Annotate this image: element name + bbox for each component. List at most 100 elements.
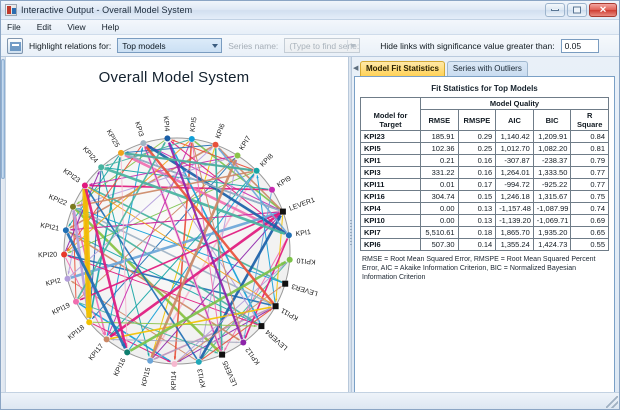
network-edge[interactable] <box>84 188 128 349</box>
network-edge[interactable] <box>77 141 166 299</box>
network-edge[interactable] <box>111 339 240 343</box>
network-node-kpi6[interactable] <box>212 141 219 148</box>
network-node-kpi7[interactable] <box>234 152 241 159</box>
network-edge[interactable] <box>75 208 259 325</box>
network-edge[interactable] <box>77 170 254 207</box>
tab-series-with-outliers[interactable]: Series with Outliers <box>446 61 528 76</box>
network-edge[interactable] <box>92 323 171 363</box>
network-node-kpi16[interactable] <box>124 349 131 356</box>
resize-grip-icon[interactable] <box>606 396 618 408</box>
network-node-kpi1[interactable] <box>285 232 292 239</box>
network-edge[interactable] <box>150 159 237 359</box>
network-node-kpi10[interactable] <box>286 256 293 263</box>
network-edge[interactable] <box>107 142 191 336</box>
significance-value-input[interactable]: 0.05 <box>560 38 599 53</box>
network-node-kpi19[interactable] <box>73 298 79 305</box>
network-node-kpi25[interactable] <box>118 149 124 156</box>
table-row[interactable]: KPI4 0.00 0.13 -1,157.48 -1,087.99 0.74 <box>360 202 609 215</box>
network-edge[interactable] <box>109 212 281 338</box>
pane-splitter[interactable] <box>348 57 352 409</box>
network-edge[interactable] <box>89 170 102 318</box>
network-edge[interactable] <box>82 188 92 318</box>
close-button[interactable]: ✕ <box>589 3 617 17</box>
network-node-kpi8[interactable] <box>253 167 260 174</box>
table-row[interactable]: KPI1 0.21 0.16 -307.87 -238.37 0.79 <box>360 154 609 167</box>
network-edge[interactable] <box>152 214 281 359</box>
network-edge[interactable] <box>145 145 275 305</box>
network-edge[interactable] <box>74 208 220 353</box>
network-node-kpi11[interactable] <box>272 303 279 310</box>
menu-item-edit[interactable]: Edit <box>36 22 52 32</box>
network-edge[interactable] <box>153 307 272 360</box>
network-node-kpi22[interactable] <box>70 203 76 210</box>
chart-vertical-scrollbar[interactable] <box>1 57 6 409</box>
tab-model-fit-statistics[interactable]: Model Fit Statistics <box>360 61 445 76</box>
network-edge[interactable] <box>167 142 244 340</box>
network-node-lever1[interactable] <box>279 208 286 215</box>
network-node-kpi21[interactable] <box>62 227 69 234</box>
network-edge[interactable] <box>79 212 281 301</box>
network-edge[interactable] <box>176 285 282 363</box>
network-edge[interactable] <box>66 145 142 252</box>
table-row[interactable]: KPI7 5,510.61 0.18 1,865.70 1,935.20 0.65 <box>360 226 609 239</box>
network-edge[interactable] <box>217 147 288 234</box>
network-edge[interactable] <box>120 156 128 348</box>
network-edge[interactable] <box>125 144 213 153</box>
network-edge[interactable] <box>201 308 273 361</box>
network-node-lever5[interactable] <box>219 351 226 358</box>
network-edge[interactable] <box>124 152 253 172</box>
network-node-kpi12[interactable] <box>240 339 247 346</box>
table-row[interactable]: KPI6 507.30 0.14 1,355.24 1,424.73 0.55 <box>360 238 609 251</box>
network-edge[interactable] <box>104 167 286 235</box>
network-node-kpi20[interactable] <box>61 251 68 258</box>
highlight-relations-select[interactable]: Top models <box>117 38 223 53</box>
network-node-kpi13[interactable] <box>195 358 202 365</box>
network-node-lever4[interactable] <box>258 323 265 330</box>
network-edge[interactable] <box>89 155 235 186</box>
network-edge[interactable] <box>66 232 127 350</box>
scrollbar-thumb[interactable] <box>1 59 5 179</box>
maximize-button[interactable] <box>567 3 587 17</box>
network-edge[interactable] <box>144 146 221 351</box>
network-node-kpi14[interactable] <box>171 361 178 367</box>
network-edge[interactable] <box>69 147 213 277</box>
network-edge[interactable] <box>146 144 280 211</box>
network-edge[interactable] <box>78 158 235 300</box>
network-node-kpi17[interactable] <box>103 336 110 343</box>
tab-scroll-left-icon[interactable]: ◀ <box>353 65 359 72</box>
network-node-kpi9[interactable] <box>269 186 275 193</box>
minimize-button[interactable] <box>545 3 565 17</box>
network-node-kpi3[interactable] <box>140 140 147 147</box>
network-edge[interactable] <box>70 211 280 231</box>
network-edge[interactable] <box>105 167 269 190</box>
network-edge[interactable] <box>89 157 121 319</box>
network-node-kpi2[interactable] <box>64 275 71 282</box>
menu-item-help[interactable]: Help <box>101 22 120 32</box>
network-node-lever3[interactable] <box>282 280 289 287</box>
network-node-kpi4[interactable] <box>164 135 171 142</box>
table-row[interactable]: KPI11 0.01 0.17 -994.72 -925.22 0.77 <box>360 178 609 191</box>
network-edge[interactable] <box>244 238 289 339</box>
network-edge[interactable] <box>67 254 272 306</box>
network-view-icon[interactable] <box>7 37 23 54</box>
table-row[interactable]: KPI3 331.22 0.16 1,264.01 1,333.50 0.77 <box>360 166 609 179</box>
table-row[interactable]: KPI23 185.91 0.29 1,140.42 1,209.91 0.84 <box>360 130 609 143</box>
network-node-kpi24[interactable] <box>98 164 105 171</box>
table-row[interactable]: KPI10 0.00 0.13 -1,139.20 -1,069.71 0.69 <box>360 214 609 227</box>
menu-item-view[interactable]: View <box>67 22 86 32</box>
network-edge[interactable] <box>243 193 272 339</box>
table-row[interactable]: KPI5 102.36 0.25 1,012.70 1,082.20 0.81 <box>360 142 609 155</box>
table-row[interactable]: KPI16 304.74 0.15 1,246.18 1,315.67 0.75 <box>360 190 609 203</box>
network-diagram[interactable]: KPI1 LEVER1 KPI9 KPI8 KPI7 KPI6 KPI5 KPI4 KPI3 KP… <box>6 99 347 407</box>
network-edge[interactable] <box>72 211 77 299</box>
network-node-kpi23[interactable] <box>81 182 88 189</box>
network-edge[interactable] <box>109 306 272 340</box>
menu-item-file[interactable]: File <box>7 22 21 32</box>
network-edge[interactable] <box>129 260 287 352</box>
network-node-kpi18[interactable] <box>86 319 93 326</box>
network-node-kpi15[interactable] <box>147 357 154 364</box>
network-edge[interactable] <box>223 238 288 351</box>
network-edge[interactable] <box>79 302 219 354</box>
network-node-kpi5[interactable] <box>188 136 195 142</box>
network-edge[interactable] <box>192 142 243 339</box>
